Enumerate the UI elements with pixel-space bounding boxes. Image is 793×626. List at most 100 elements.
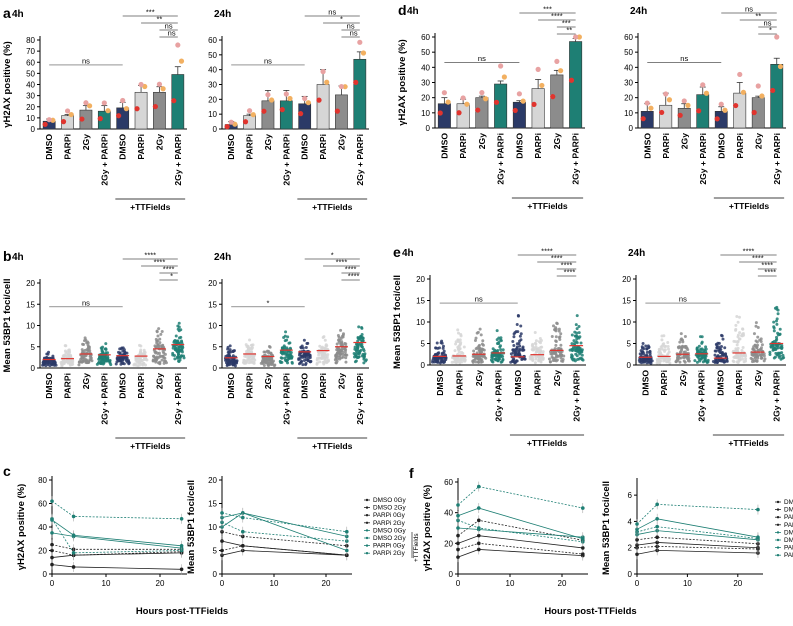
foci-point	[515, 323, 519, 327]
foci-point	[539, 356, 543, 360]
foci-point	[498, 344, 502, 348]
foci-point	[357, 325, 361, 329]
significance-label: ****	[551, 12, 563, 21]
series-point	[756, 535, 760, 539]
foci-point	[534, 339, 538, 343]
foci-point	[443, 359, 447, 363]
foci-point	[104, 348, 108, 352]
foci-point	[769, 345, 773, 349]
legend-label: PARPi 2Gy	[373, 550, 406, 557]
category-label: PARPi	[661, 133, 671, 159]
y-tick-label: 0	[629, 124, 634, 133]
foci-point	[235, 361, 239, 365]
series-line-5	[457, 519, 583, 543]
foci-point	[695, 348, 699, 352]
replicate-dot	[483, 96, 489, 102]
foci-point	[774, 319, 778, 323]
foci-point	[436, 356, 440, 360]
significance-label: ****	[154, 258, 166, 267]
legend-marker	[365, 544, 369, 547]
replicate-dot	[696, 108, 702, 114]
foci-point	[356, 339, 360, 343]
foci-point	[738, 331, 742, 335]
foci-point	[361, 336, 365, 340]
foci-point	[358, 336, 362, 340]
replicate-dot	[573, 34, 579, 40]
timepoint-label: 24h	[630, 6, 647, 17]
foci-point	[560, 359, 564, 363]
category-label: 2Gy + PARPi	[697, 370, 707, 422]
foci-point	[59, 360, 63, 364]
replicate-dot	[759, 93, 765, 99]
foci-point	[756, 325, 760, 329]
category-label: DMSO	[118, 134, 128, 160]
foci-point	[715, 343, 719, 347]
foci-point	[495, 329, 499, 333]
foci-point	[537, 359, 541, 363]
replicate-dot	[456, 110, 462, 116]
category-label: DMSO	[226, 373, 236, 399]
y-tick-label: 10	[208, 322, 217, 331]
foci-point	[267, 349, 271, 353]
replicate-dot	[46, 117, 52, 123]
significance-label: ns	[680, 54, 688, 63]
panel-letter: a	[3, 5, 11, 21]
foci-point	[516, 330, 520, 334]
replicate-dot	[64, 108, 71, 114]
foci-point	[645, 347, 649, 351]
legend-marker	[776, 546, 780, 549]
foci-point	[574, 323, 578, 327]
significance-label: ns	[328, 8, 336, 17]
foci-point	[756, 348, 760, 352]
replicate-dot	[464, 101, 470, 107]
foci-point	[574, 334, 578, 338]
significance-label: *	[266, 298, 269, 307]
significance-label: ****	[144, 251, 156, 260]
foci-point	[325, 344, 329, 348]
foci-point	[457, 340, 461, 344]
foci-point	[732, 360, 736, 364]
foci-point	[775, 335, 779, 339]
foci-point	[282, 335, 286, 339]
ttfields-label: +TTFields	[728, 438, 769, 448]
foci-point	[664, 357, 668, 361]
replicate-dot	[87, 103, 93, 109]
panel-d2-24h: 24h 0 10 20 30 40 50 60 DMSO PARPi 2Gy 2Gy + PARPi D…	[624, 5, 786, 211]
category-label: 2Gy + PARPi	[698, 133, 708, 185]
panel-b2-24h: 24h 0 5 10 15 20 DMSO PARPi 2Gy 2Gy + PARPi DMSO PA…	[208, 251, 369, 451]
foci-point	[681, 340, 685, 344]
replicate-dot	[700, 82, 706, 88]
replicate-dot	[83, 100, 89, 106]
foci-point	[482, 354, 486, 358]
replicate-dot	[479, 90, 485, 96]
y-tick-label: 15	[208, 300, 217, 309]
foci-point	[677, 355, 681, 359]
series-point	[581, 546, 585, 550]
foci-point	[154, 350, 158, 354]
foci-point	[479, 350, 483, 354]
foci-point	[138, 359, 142, 363]
foci-point	[440, 339, 444, 343]
y-tick-label: 80	[38, 476, 47, 485]
foci-point	[719, 345, 723, 349]
foci-point	[778, 327, 782, 331]
foci-point	[472, 349, 476, 353]
foci-point	[681, 344, 685, 348]
replicate-dot	[224, 124, 230, 130]
category-label: 2Gy	[263, 373, 273, 389]
foci-point	[259, 361, 263, 365]
foci-point	[759, 348, 763, 352]
significance-label: ****	[163, 265, 175, 274]
foci-point	[235, 359, 239, 363]
foci-point	[285, 355, 289, 359]
foci-point	[358, 350, 362, 354]
replicate-dot	[737, 71, 743, 78]
foci-point	[752, 332, 756, 336]
foci-point	[492, 352, 496, 356]
replicate-dot	[516, 91, 522, 97]
foci-point	[118, 351, 122, 355]
foci-point	[230, 361, 234, 365]
series-point	[655, 517, 659, 521]
legend-label: PARPi 0Gy	[784, 545, 793, 552]
